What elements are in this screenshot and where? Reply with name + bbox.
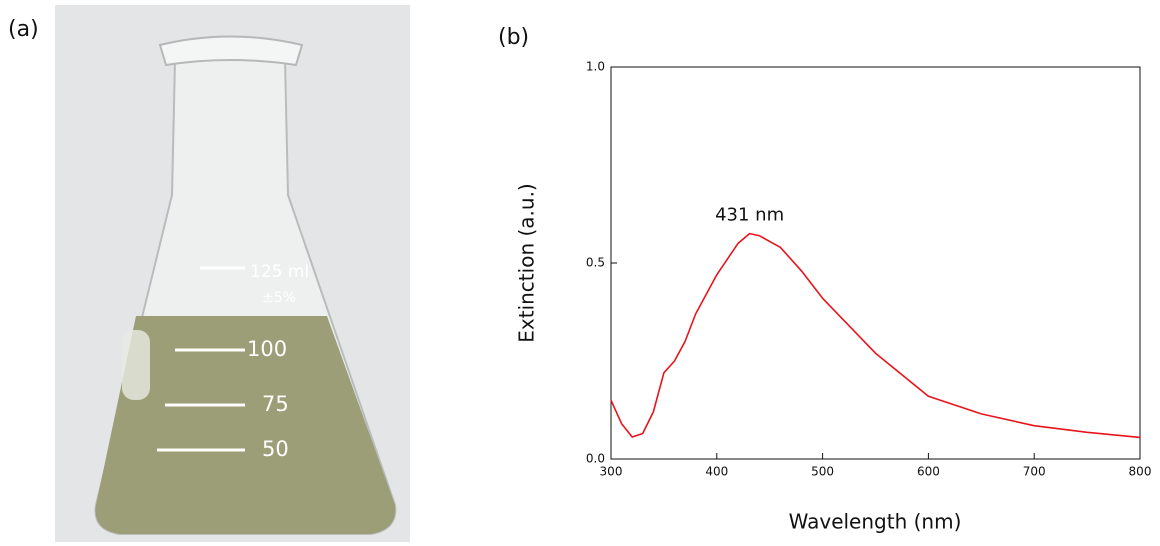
peak-annotation: 431 nm — [715, 205, 784, 226]
y-axis-title: Extinction (a.u.) — [515, 183, 539, 342]
x-tick-label: 800 — [1129, 465, 1152, 479]
flask-marking: ±5% — [262, 290, 296, 306]
y-tick-label: 1.0 — [586, 60, 605, 74]
x-tick-label: 400 — [705, 465, 728, 479]
flask-lip — [158, 35, 304, 67]
x-tick-label: 700 — [1023, 465, 1046, 479]
y-tick-label: 0.5 — [586, 256, 605, 270]
x-axis-title: Wavelength (nm) — [789, 510, 962, 534]
x-tick-label: 500 — [811, 465, 834, 479]
x-tick-label: 600 — [917, 465, 940, 479]
flask-marking: 125 ml — [250, 262, 309, 282]
photo: 125 ml ±5% 100 75 50 — [55, 5, 410, 542]
panel-label: (a) — [8, 17, 39, 42]
flask-marking: 50 — [262, 437, 289, 461]
liquid — [95, 316, 396, 534]
x-tick-label: 300 — [600, 465, 623, 479]
flask-label-patch — [122, 330, 150, 400]
plot-frame — [610, 66, 1141, 460]
flask-marking: 75 — [262, 392, 289, 416]
spectrum-line — [610, 232, 1141, 439]
flask-marking: 100 — [247, 337, 287, 361]
y-tick-label: 0.0 — [586, 452, 605, 466]
panel-label: (b) — [498, 25, 529, 50]
